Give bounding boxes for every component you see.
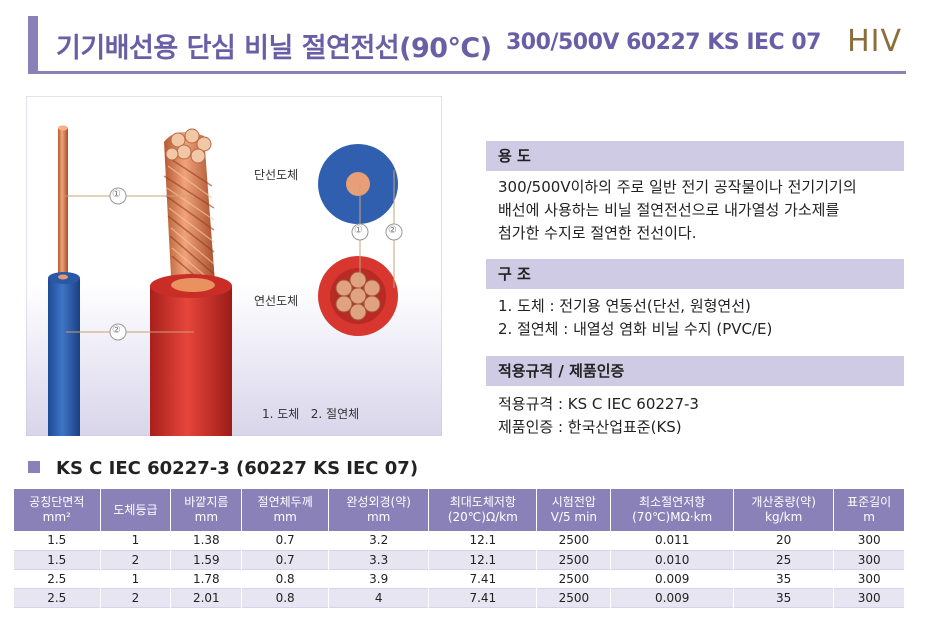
table-cell: 7.41 — [428, 588, 537, 607]
table-cell: 0.8 — [241, 569, 329, 588]
col-header: 절연체두께 mm — [241, 489, 329, 531]
table-cell: 3.2 — [328, 531, 429, 550]
table-cell: 1.5 — [14, 531, 101, 550]
table-cell: 20 — [732, 531, 834, 550]
table-cell: 2.5 — [14, 569, 101, 588]
table-cell: 0.010 — [610, 550, 734, 569]
table-cell: 1.78 — [170, 569, 242, 588]
square-bullet-icon — [28, 461, 40, 473]
standard-heading: 적용규격 / 제품인증 — [486, 356, 904, 386]
structure-line: 1. 도체 : 전기용 연동선(단선, 원형연선) — [498, 297, 751, 315]
table-row: 1.5 1 1.38 0.7 3.2 12.1 2500 0.011 20 30… — [14, 531, 904, 550]
col-header: 개산중량(약) kg/km — [732, 489, 834, 531]
stranded-cross-section — [318, 256, 398, 336]
col-header: 공칭단면적 mm² — [14, 489, 101, 531]
table-cell: 0.009 — [610, 569, 734, 588]
table-cell: 2.5 — [14, 588, 101, 607]
structure-heading: 구 조 — [486, 259, 904, 289]
hiv-logo: HIV — [847, 24, 902, 59]
spec-table: 공칭단면적 mm² 도체등급 바깥지름 mm 절연체두께 mm 완성외경(약) mm 최… — [14, 489, 904, 608]
usage-line: 첨가한 수지로 절연한 전선이다. — [498, 224, 697, 242]
table-cell: 1 — [99, 569, 171, 588]
table-cell: 300 — [833, 569, 904, 588]
structure-line: 2. 절연체 : 내열성 염화 비닐 수지 (PVC/E) — [498, 320, 773, 338]
table-cell: 2500 — [536, 569, 611, 588]
table-cell: 0.009 — [610, 588, 734, 607]
table-row: 2.5 1 1.78 0.8 3.9 7.41 2500 0.009 35 30… — [14, 569, 904, 588]
spec-table-title-text: KS C IEC 60227-3 (60227 KS IEC 07) — [56, 458, 419, 479]
solid-conductor-label: 단선도체 — [254, 168, 299, 182]
stranded-conductor-label: 연선도체 — [254, 294, 299, 308]
header-underline — [28, 71, 906, 74]
callout-1-wire: ① — [112, 189, 121, 200]
section-callouts — [359, 170, 395, 292]
page-title: 기기배선용 단심 비닐 절연전선(90℃) — [56, 33, 492, 64]
table-cell: 35 — [732, 569, 834, 588]
col-header: 시험전압 V/5 min — [536, 489, 611, 531]
table-cell: 2500 — [536, 531, 611, 550]
table-cell: 2 — [99, 588, 171, 607]
col-header: 최대도체저항 (20℃)Ω/km — [428, 489, 537, 531]
usage-line: 배선에 사용하는 비닐 절연전선으로 내가열성 가소제를 — [498, 201, 840, 219]
table-cell: 25 — [732, 550, 834, 569]
table-cell: 0.011 — [610, 531, 734, 550]
table-cell: 1.38 — [170, 531, 242, 550]
usage-heading: 용 도 — [486, 141, 904, 171]
table-cell: 7.41 — [428, 569, 537, 588]
usage-line: 300/500V이하의 주로 일반 전기 공작물이나 전기기기의 — [498, 178, 857, 196]
table-cell: 2500 — [536, 588, 611, 607]
table-cell: 300 — [833, 531, 904, 550]
col-header: 표준길이 m — [833, 489, 904, 531]
standard-text: 적용규격 : KS C IEC 60227-3 제품인증 : 한국산업표준(KS… — [498, 393, 699, 439]
callout-2-wire: ② — [112, 325, 121, 336]
structure-text: 1. 도체 : 전기용 연동선(단선, 원형연선) 2. 절연체 : 내열성 염… — [498, 295, 772, 341]
table-cell: 12.1 — [428, 531, 537, 550]
standard-line: 제품인증 : 한국산업표준(KS) — [498, 418, 682, 436]
table-cell: 1 — [99, 531, 171, 550]
page-header: 기기배선용 단심 비닐 절연전선(90℃) 300/500V 60227 KS … — [28, 16, 906, 74]
table-cell: 35 — [732, 588, 834, 607]
table-cell: 3.3 — [328, 550, 429, 569]
table-cell: 1.5 — [14, 550, 101, 569]
solid-wire-illustration — [48, 125, 80, 436]
col-header: 도체등급 — [99, 489, 171, 531]
callout-1-section: ① — [354, 225, 363, 236]
usage-text: 300/500V이하의 주로 일반 전기 공작물이나 전기기기의 배선에 사용하… — [498, 176, 857, 245]
col-header: 최소절연저항 (70℃)MΩ·km — [610, 489, 734, 531]
solid-cross-section — [318, 144, 398, 224]
table-cell: 0.7 — [241, 550, 329, 569]
callout-2-section: ② — [388, 225, 397, 236]
illustration-legend: 1. 도체 2. 절연체 — [262, 407, 360, 421]
table-cell: 2.01 — [170, 588, 242, 607]
col-header: 완성외경(약) mm — [328, 489, 429, 531]
cable-drawing — [26, 96, 442, 436]
table-cell: 2500 — [536, 550, 611, 569]
product-code: 300/500V 60227 KS IEC 07 — [506, 30, 821, 55]
cable-illustration: ① ② ① ② 단선도체 연선도체 1. 도체 2. 절연체 — [26, 96, 442, 436]
spec-table-title: KS C IEC 60227-3 (60227 KS IEC 07) — [28, 458, 418, 479]
table-cell: 0.8 — [241, 588, 329, 607]
header-accent-bar — [28, 16, 38, 72]
table-row: 1.5 2 1.59 0.7 3.3 12.1 2500 0.010 25 30… — [14, 550, 904, 569]
spec-table-header-row: 공칭단면적 mm² 도체등급 바깥지름 mm 절연체두께 mm 완성외경(약) mm 최… — [14, 489, 904, 531]
standard-line: 적용규격 : KS C IEC 60227-3 — [498, 395, 699, 413]
table-cell: 4 — [328, 588, 429, 607]
wire-callouts — [63, 195, 194, 333]
section-callout-circles — [351, 223, 403, 241]
table-cell: 12.1 — [428, 550, 537, 569]
col-header: 바깥지름 mm — [170, 489, 242, 531]
table-cell: 0.7 — [241, 531, 329, 550]
table-cell: 300 — [833, 588, 904, 607]
table-cell: 1.59 — [170, 550, 242, 569]
table-row: 2.5 2 2.01 0.8 4 7.41 2500 0.009 35 300 — [14, 588, 904, 607]
table-cell: 3.9 — [328, 569, 429, 588]
table-cell: 2 — [99, 550, 171, 569]
stranded-wire-illustration — [150, 128, 232, 436]
table-cell: 300 — [833, 550, 904, 569]
wire-callout-circles — [109, 187, 127, 341]
